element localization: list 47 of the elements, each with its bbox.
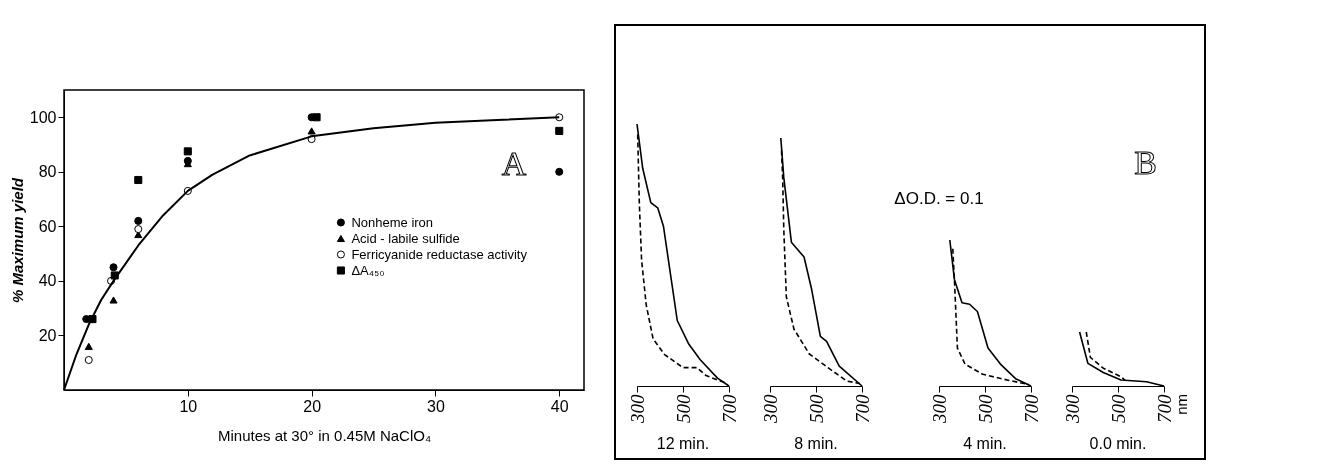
y-tick-label: 80 [38,163,57,181]
y-tick-label: 40 [38,272,57,290]
x-tick-label: 300 [759,394,781,424]
x-tick-label: 500 [805,394,827,423]
point [183,147,192,156]
text: 12 min. [656,435,710,452]
x-tick-label: 700 [851,394,873,423]
text: 4 min. [963,435,1007,452]
x-tick-label: 700 [1020,394,1042,423]
point [134,225,143,234]
point [84,342,93,350]
y-tick-label: 20 [38,326,57,344]
point [109,296,118,304]
x-tick-label: 500 [974,394,996,423]
point [134,175,143,185]
x-tick-label: 300 [928,394,950,424]
point [134,216,143,225]
y-tick-label: 100 [29,108,57,126]
x-tick-label: 500 [1107,394,1129,423]
legend-label: Ferricyanide reductase activity [351,246,528,262]
text: B [1134,144,1157,181]
x-tick-label: 10 [179,397,198,415]
x-tick-label: 500 [672,394,694,423]
text: 8 min. [794,435,838,452]
point [84,355,93,365]
text: nm [1173,394,1190,415]
annotation: A [501,145,527,182]
point [307,127,316,135]
point [555,167,564,176]
text: ΔO.D. = 0.1 [894,189,984,208]
legend-label: ΔA₄₅₀ [351,262,385,278]
x-tick-label: 30 [427,397,445,415]
x-tick-label: 300 [1061,394,1083,424]
x-tick-label: 700 [1153,394,1175,423]
point [312,113,321,122]
y-tick-label: 60 [38,217,57,235]
x-axis-title: Minutes at 30° in 0.45M NaClO₄ [217,426,432,444]
y-axis-title: % Maximum yield [8,177,26,304]
x-tick-label: 20 [303,397,322,415]
point [109,263,118,272]
text: 0.0 min. [1089,435,1147,452]
legend-label: Acid - labile sulfide [351,230,460,246]
point [555,126,564,135]
legend-label: Nonheme iron [351,214,434,230]
x-tick-label: 40 [550,397,569,415]
x-tick-label: 300 [626,394,648,424]
x-tick-label: 700 [718,394,740,423]
